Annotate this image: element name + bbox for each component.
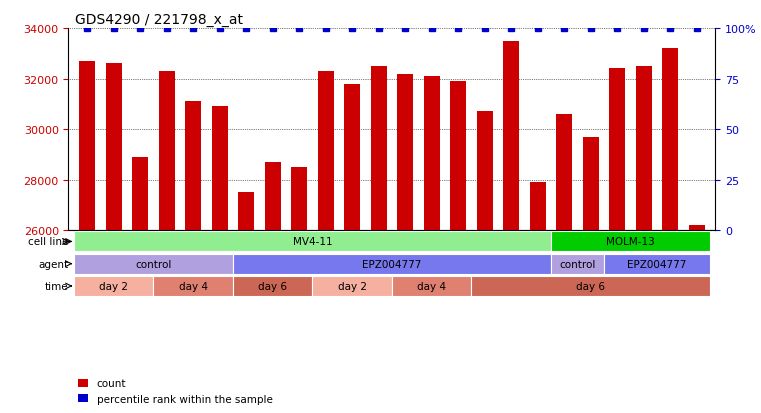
Bar xyxy=(689,226,705,413)
Bar xyxy=(233,254,551,274)
Bar xyxy=(317,72,333,413)
Text: cell line: cell line xyxy=(28,237,68,247)
Bar xyxy=(583,138,599,413)
Bar xyxy=(291,168,307,413)
Text: control: control xyxy=(135,259,171,269)
Bar xyxy=(106,64,122,413)
Bar xyxy=(635,67,651,413)
Text: EPZ004777: EPZ004777 xyxy=(627,259,686,269)
Bar xyxy=(530,183,546,413)
Bar xyxy=(158,72,174,413)
Text: day 4: day 4 xyxy=(417,281,446,291)
Bar xyxy=(153,276,233,296)
Text: control: control xyxy=(559,259,596,269)
Bar xyxy=(74,254,233,274)
Bar xyxy=(265,163,281,413)
Text: day 6: day 6 xyxy=(576,281,605,291)
Bar xyxy=(503,42,519,413)
Text: agent: agent xyxy=(39,259,68,269)
Bar xyxy=(238,193,254,413)
Text: time: time xyxy=(45,281,68,291)
Bar xyxy=(371,67,387,413)
Bar xyxy=(556,115,572,413)
Text: day 2: day 2 xyxy=(338,281,367,291)
Bar xyxy=(74,276,153,296)
Bar xyxy=(397,74,413,413)
Text: day 4: day 4 xyxy=(179,281,208,291)
Bar xyxy=(472,276,710,296)
Bar xyxy=(212,107,228,413)
Bar xyxy=(79,62,95,413)
Text: MOLM-13: MOLM-13 xyxy=(606,237,655,247)
Bar xyxy=(233,276,312,296)
Text: day 2: day 2 xyxy=(99,281,128,291)
Bar xyxy=(476,112,492,413)
Bar xyxy=(451,82,466,413)
Bar xyxy=(604,254,710,274)
Text: day 6: day 6 xyxy=(258,281,287,291)
Bar xyxy=(344,84,360,413)
Bar xyxy=(185,102,201,413)
Bar xyxy=(662,49,678,413)
Bar xyxy=(610,69,626,413)
Bar xyxy=(551,254,604,274)
Bar xyxy=(551,232,710,252)
Legend: count, percentile rank within the sample: count, percentile rank within the sample xyxy=(74,374,277,408)
Text: MV4-11: MV4-11 xyxy=(292,237,333,247)
Bar xyxy=(312,276,392,296)
Bar xyxy=(74,232,551,252)
Bar xyxy=(132,158,148,413)
Bar xyxy=(424,77,440,413)
Text: GDS4290 / 221798_x_at: GDS4290 / 221798_x_at xyxy=(75,12,243,26)
Bar xyxy=(392,276,472,296)
Text: EPZ004777: EPZ004777 xyxy=(362,259,422,269)
